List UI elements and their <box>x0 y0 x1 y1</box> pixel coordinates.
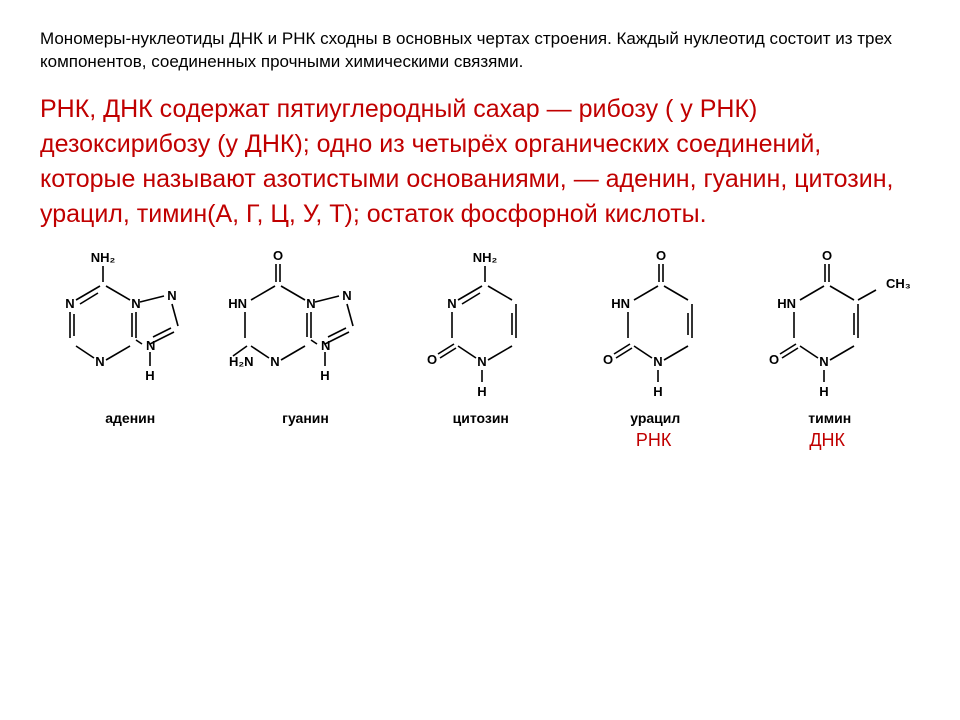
footer-rna: РНК <box>567 430 741 451</box>
svg-text:O: O <box>272 248 282 263</box>
intro-paragraph: Мономеры-нуклеотиды ДНК и РНК сходны в о… <box>40 28 920 74</box>
svg-text:N: N <box>306 296 315 311</box>
svg-text:N: N <box>477 354 486 369</box>
svg-text:CH₃: CH₃ <box>886 276 910 291</box>
svg-text:O: O <box>427 352 437 367</box>
svg-text:O: O <box>603 352 613 367</box>
footer-dna: ДНК <box>740 430 914 451</box>
svg-text:NH₂: NH₂ <box>91 250 116 265</box>
svg-text:N: N <box>132 296 141 311</box>
svg-text:NH₂: NH₂ <box>472 250 497 265</box>
svg-text:HN: HN <box>777 296 796 311</box>
svg-text:N: N <box>342 288 351 303</box>
footer-labels: РНК ДНК <box>40 430 920 451</box>
molecule-thymine: HN N O O CH₃ H тимин <box>746 246 915 426</box>
molecule-structures: N N N N N NH₂ H аденин <box>40 246 920 426</box>
svg-text:H: H <box>146 368 155 383</box>
svg-text:N: N <box>654 354 663 369</box>
svg-text:O: O <box>656 248 666 263</box>
svg-text:O: O <box>822 248 832 263</box>
main-paragraph: РНК, ДНК содержат пятиуглеродный сахар —… <box>40 92 920 232</box>
svg-text:N: N <box>270 354 279 369</box>
molecule-cytosine-label: цитозин <box>453 410 509 426</box>
svg-text:N: N <box>168 288 177 303</box>
molecule-guanine-label: гуанин <box>282 410 329 426</box>
svg-text:H: H <box>654 384 663 399</box>
molecule-adenine-label: аденин <box>105 410 155 426</box>
svg-text:O: O <box>769 352 779 367</box>
svg-text:N: N <box>146 338 155 353</box>
svg-text:N: N <box>819 354 828 369</box>
molecule-thymine-label: тимин <box>808 410 851 426</box>
svg-text:N: N <box>321 338 330 353</box>
svg-text:H: H <box>477 384 486 399</box>
svg-text:N: N <box>96 354 105 369</box>
svg-text:HN: HN <box>228 296 247 311</box>
svg-text:H₂N: H₂N <box>229 354 254 369</box>
svg-text:N: N <box>66 296 75 311</box>
molecule-cytosine: N N NH₂ O H цитозин <box>397 246 566 426</box>
molecule-uracil-label: урацил <box>630 410 680 426</box>
svg-text:HN: HN <box>611 296 630 311</box>
molecule-guanine: HN N N O H₂N N N H <box>221 246 391 426</box>
svg-text:H: H <box>320 368 329 383</box>
svg-text:N: N <box>447 296 456 311</box>
molecule-adenine: N N N N N NH₂ H аденин <box>46 246 215 426</box>
svg-text:H: H <box>819 384 828 399</box>
molecule-uracil: HN N O O H урацил <box>571 246 740 426</box>
